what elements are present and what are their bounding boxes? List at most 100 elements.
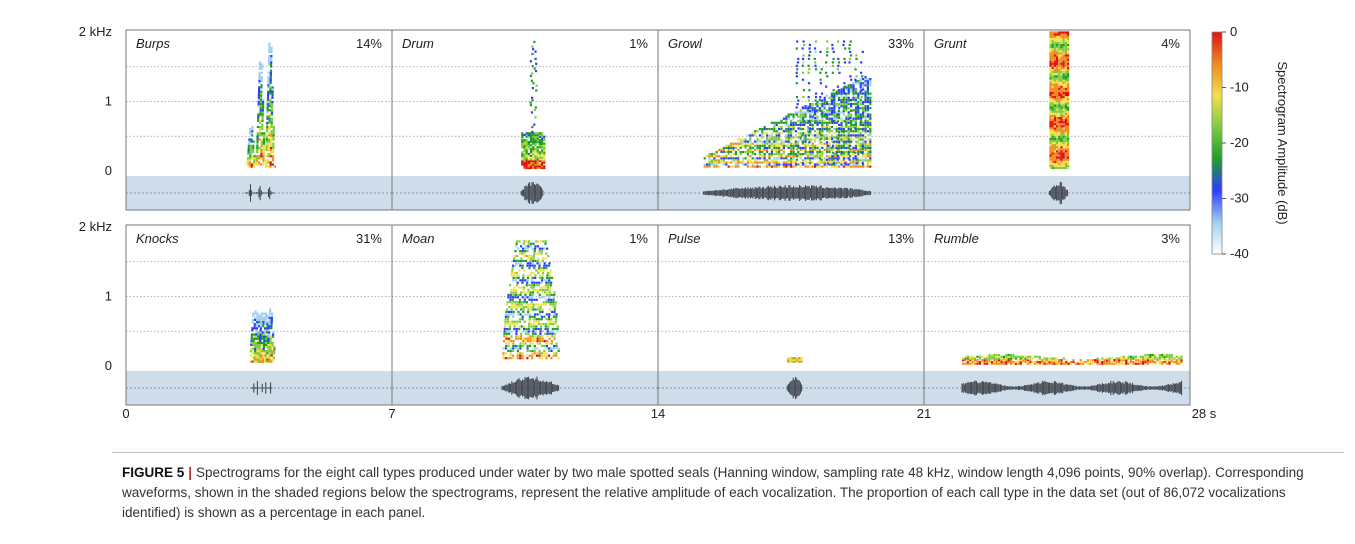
spectrogram-cell xyxy=(778,153,781,156)
spectrogram-cell xyxy=(1060,102,1063,105)
spectrogram-cell xyxy=(780,155,783,158)
spectrogram-cell xyxy=(855,54,858,57)
spectrogram-cell xyxy=(802,153,805,156)
spectrogram-cell xyxy=(814,40,818,43)
spectrogram-cell xyxy=(266,121,269,124)
spectrogram-cell xyxy=(515,308,518,311)
spectrogram-cell xyxy=(849,54,853,57)
spectrogram-cell xyxy=(521,135,524,138)
spectrogram-cell xyxy=(259,105,262,108)
spectrogram-cell xyxy=(1060,125,1063,128)
spectrogram-cell xyxy=(1062,152,1065,155)
spectrogram-cell xyxy=(532,306,535,309)
spectrogram-cell xyxy=(552,301,555,304)
spectrogram-cell xyxy=(713,163,716,166)
spectrogram-cell xyxy=(792,121,795,124)
spectrogram-cell xyxy=(529,340,532,343)
spectrogram-cell xyxy=(268,316,271,319)
spectrogram-cell xyxy=(261,123,264,126)
spectrogram-cell xyxy=(737,163,740,166)
spectrogram-cell xyxy=(1142,357,1145,360)
spectrogram-cell xyxy=(802,163,805,166)
spectrogram-cell xyxy=(527,310,530,313)
spectrogram-cell xyxy=(1060,81,1063,84)
spectrogram-cell xyxy=(787,146,790,149)
spectrogram-cell xyxy=(1058,135,1061,138)
spectrogram-cell xyxy=(532,137,535,140)
spectrogram-cell xyxy=(861,75,864,78)
spectrogram-cell xyxy=(261,63,264,66)
spectrogram-cell xyxy=(1056,152,1059,155)
spectrogram-cells xyxy=(962,353,1183,365)
spectrogram-cell xyxy=(266,352,269,355)
spectrogram-cell xyxy=(1010,355,1013,358)
spectrogram-cell xyxy=(547,318,550,321)
spectrogram-cell xyxy=(847,111,850,114)
spectrogram-cell xyxy=(267,144,270,147)
spectrogram-cell xyxy=(543,146,546,149)
spectrogram-cell xyxy=(1060,62,1063,65)
spectrogram-cell xyxy=(1060,129,1063,132)
spectrogram-cell xyxy=(866,115,869,118)
spectrogram-cell xyxy=(517,276,520,279)
spectrogram-cell xyxy=(523,151,526,154)
spectrogram-cell xyxy=(833,119,836,122)
spectrogram-cell xyxy=(864,98,867,101)
spectrogram-cell xyxy=(796,360,799,363)
spectrogram-cell xyxy=(530,111,534,114)
colorbar-tick-label: 0 xyxy=(1230,24,1237,39)
spectrogram-cell xyxy=(1049,96,1052,99)
spectrogram-cell xyxy=(527,325,531,328)
spectrogram-cell xyxy=(249,350,253,353)
spectrogram-cell xyxy=(261,331,264,334)
spectrogram-cell xyxy=(270,136,273,139)
spectrogram-cell xyxy=(725,155,728,158)
spectrogram-cell xyxy=(739,142,742,145)
spectrogram-cell xyxy=(267,90,270,93)
spectrogram-cell xyxy=(1051,144,1054,147)
spectrogram-cell xyxy=(838,132,841,135)
spectrogram-cell xyxy=(780,148,783,151)
spectrogram-cell xyxy=(258,82,261,85)
spectrogram-cell xyxy=(267,165,270,168)
spectrogram-cell xyxy=(509,298,512,301)
spectrogram-cell xyxy=(1053,43,1056,47)
spectrogram-cell xyxy=(531,354,534,357)
spectrogram-cell xyxy=(823,96,826,99)
spectrogram-cell xyxy=(828,142,831,145)
spectrogram-cell xyxy=(1056,148,1059,151)
spectrogram-cell xyxy=(799,136,802,139)
spectrogram-cell xyxy=(852,86,855,89)
spectrogram-cell xyxy=(545,281,548,284)
spectrogram-cell xyxy=(256,134,259,137)
spectrogram-cell xyxy=(541,139,544,142)
spectrogram-cell xyxy=(1060,119,1063,122)
spectrogram-cell xyxy=(550,340,554,343)
spectrogram-cell xyxy=(825,116,828,120)
spectrogram-cell xyxy=(830,103,833,106)
spectrogram-cell xyxy=(1053,119,1056,122)
spectrogram-cell xyxy=(1036,362,1039,365)
spectrogram-cell xyxy=(262,146,265,149)
spectrogram-cell xyxy=(855,141,858,144)
spectrogram-cell xyxy=(843,141,846,144)
spectrogram-cell xyxy=(547,286,550,289)
spectrogram-cell xyxy=(857,125,860,129)
spectrogram-cell xyxy=(539,303,542,306)
spectrogram-cell xyxy=(1062,102,1065,105)
spectrogram-cell xyxy=(541,133,544,137)
spectrogram-cell xyxy=(1108,362,1111,365)
spectrogram-cell xyxy=(1067,148,1070,151)
spectrogram-cell xyxy=(796,61,800,64)
spectrogram-cell xyxy=(850,165,853,168)
spectrogram-cell xyxy=(974,357,977,360)
spectrogram-cell xyxy=(1049,121,1052,124)
waveform xyxy=(501,376,560,400)
spectrogram-cell xyxy=(538,133,541,137)
spectrogram-cell xyxy=(512,340,515,343)
spectrogram-cell xyxy=(866,142,869,145)
spectrogram-cell xyxy=(1056,31,1059,34)
spectrogram-cell xyxy=(754,157,757,160)
spectrogram-cell xyxy=(253,159,256,162)
spectrogram-cell xyxy=(542,240,545,243)
